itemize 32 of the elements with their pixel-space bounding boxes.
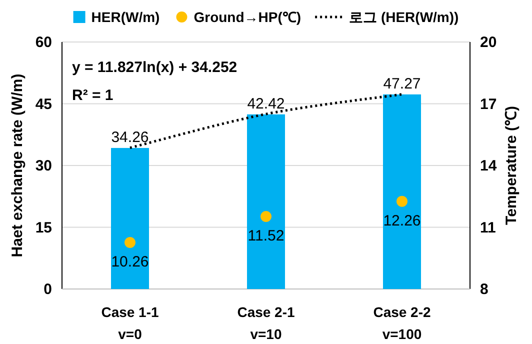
- annotation: y = 11.827ln(x) + 34.252: [72, 59, 238, 76]
- legend-label: HER(W/m): [91, 9, 160, 25]
- y-axis-title: Haet exchange rate (W/m): [9, 74, 26, 258]
- y-tick-label: 0: [44, 281, 52, 298]
- point: [124, 236, 136, 248]
- legend-label: 로그 (HER(W/m)): [349, 9, 459, 25]
- y-tick-label: 30: [35, 158, 52, 174]
- x-tick-label: Case 1-1 v=0: [101, 304, 160, 342]
- data-label: 12.26: [383, 212, 421, 230]
- point: [396, 196, 408, 207]
- data-label: 47.27: [383, 75, 421, 92]
- legend-label: Ground→HP(℃): [194, 9, 302, 25]
- point: [260, 211, 272, 222]
- data-label: 11.52: [248, 228, 284, 245]
- x-tick-label: Case 2-2 v=100: [373, 304, 432, 342]
- annotation: R² = 1: [72, 87, 114, 104]
- x-tick-label: Case 2-1 v=10: [237, 304, 296, 342]
- bar: [247, 114, 285, 289]
- y2-tick-label: 11: [480, 219, 496, 236]
- bar: [383, 94, 421, 289]
- data-label: 42.42: [247, 95, 285, 112]
- y-tick-label: 45: [35, 96, 52, 113]
- y2-axis-title: Temperature (℃): [503, 106, 520, 225]
- y2-tick-label: 8: [480, 281, 488, 298]
- bar: [111, 148, 149, 289]
- y-tick-label: 60: [35, 34, 52, 51]
- data-label: 10.26: [111, 253, 149, 270]
- y2-tick-label: 17: [480, 96, 497, 113]
- y2-tick-label: 20: [480, 34, 497, 51]
- y-tick-label: 15: [35, 219, 52, 236]
- y2-tick-label: 14: [480, 158, 498, 174]
- data-label: 34.26: [111, 128, 149, 146]
